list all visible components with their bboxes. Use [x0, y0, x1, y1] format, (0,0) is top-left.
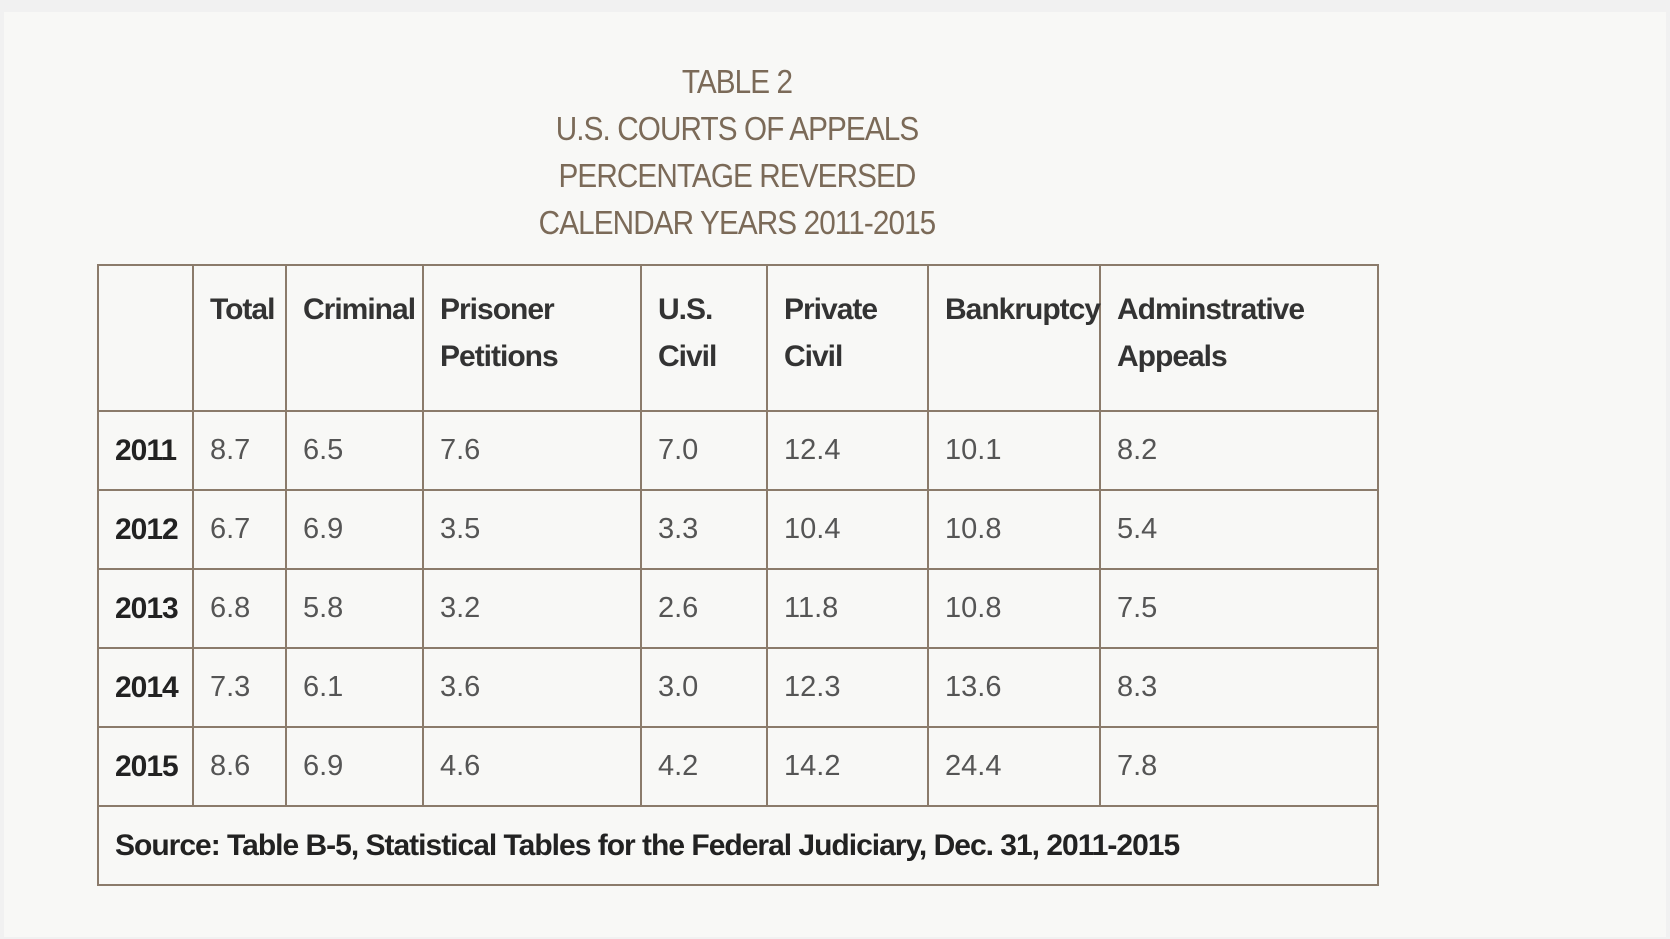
- value-cell: 5.8: [285, 568, 424, 649]
- header-cell: [97, 264, 194, 412]
- year-cell: 2015: [97, 726, 194, 807]
- value-cell: 8.6: [192, 726, 287, 807]
- value-cell: 13.6: [927, 647, 1101, 728]
- title-line: TABLE 2: [681, 63, 793, 100]
- value-cell: 3.2: [422, 568, 642, 649]
- source-note: Source: Table B-5, Statistical Tables fo…: [97, 805, 1379, 886]
- value-cell: 3.0: [640, 647, 768, 728]
- value-cell: 3.5: [422, 489, 642, 570]
- title-line: PERCENTAGE REVERSED: [558, 157, 917, 194]
- header-row: Total Criminal Prisoner Petitions U.S. Civi…: [97, 264, 1379, 412]
- year-cell: 2013: [97, 568, 194, 649]
- table-title: TABLE 2 U.S. COURTS OF APPEALS PERCENTAGE …: [437, 58, 1037, 246]
- source-row: Source: Table B-5, Statistical Tables fo…: [97, 805, 1379, 886]
- value-cell: 7.3: [192, 647, 287, 728]
- value-cell: 6.9: [285, 726, 424, 807]
- data-row: 2013 6.8 5.8 3.2 2.6 11.8 10.8 7.5: [97, 568, 1379, 649]
- year-cell: 2012: [97, 489, 194, 570]
- value-cell: 6.7: [192, 489, 287, 570]
- header-cell: Private Civil: [766, 264, 929, 412]
- value-cell: 5.4: [1099, 489, 1379, 570]
- value-cell: 6.8: [192, 568, 287, 649]
- header-cell: Prisoner Petitions: [422, 264, 642, 412]
- data-row: 2015 8.6 6.9 4.6 4.2 14.2 24.4 7.8: [97, 726, 1379, 807]
- header-cell: Criminal: [285, 264, 424, 412]
- data-row: 2014 7.3 6.1 3.6 3.0 12.3 13.6 8.3: [97, 647, 1379, 728]
- value-cell: 7.0: [640, 410, 768, 491]
- year-cell: 2011: [97, 410, 194, 491]
- title-line: U.S. COURTS OF APPEALS: [555, 110, 919, 147]
- title-line: CALENDAR YEARS 2011-2015: [538, 204, 937, 241]
- value-cell: 4.6: [422, 726, 642, 807]
- value-cell: 14.2: [766, 726, 929, 807]
- header-cell: Bankruptcy: [927, 264, 1101, 412]
- value-cell: 4.2: [640, 726, 768, 807]
- value-cell: 8.3: [1099, 647, 1379, 728]
- value-cell: 3.3: [640, 489, 768, 570]
- value-cell: 10.4: [766, 489, 929, 570]
- value-cell: 6.1: [285, 647, 424, 728]
- value-cell: 12.3: [766, 647, 929, 728]
- value-cell: 2.6: [640, 568, 768, 649]
- value-cell: 12.4: [766, 410, 929, 491]
- data-row: 2012 6.7 6.9 3.5 3.3 10.4 10.8 5.4: [97, 489, 1379, 570]
- value-cell: 24.4: [927, 726, 1101, 807]
- header-cell: Total: [192, 264, 287, 412]
- value-cell: 10.1: [927, 410, 1101, 491]
- value-cell: 7.6: [422, 410, 642, 491]
- value-cell: 8.2: [1099, 410, 1379, 491]
- year-cell: 2014: [97, 647, 194, 728]
- value-cell: 7.8: [1099, 726, 1379, 807]
- data-row: 2011 8.7 6.5 7.6 7.0 12.4 10.1 8.2: [97, 410, 1379, 491]
- value-cell: 3.6: [422, 647, 642, 728]
- header-cell: U.S. Civil: [640, 264, 768, 412]
- value-cell: 10.8: [927, 489, 1101, 570]
- value-cell: 6.5: [285, 410, 424, 491]
- data-table: Total Criminal Prisoner Petitions U.S. Civi…: [97, 264, 1379, 886]
- value-cell: 8.7: [192, 410, 287, 491]
- value-cell: 7.5: [1099, 568, 1379, 649]
- value-cell: 11.8: [766, 568, 929, 649]
- value-cell: 6.9: [285, 489, 424, 570]
- header-cell: Adminstrative Appeals: [1099, 264, 1379, 412]
- value-cell: 10.8: [927, 568, 1101, 649]
